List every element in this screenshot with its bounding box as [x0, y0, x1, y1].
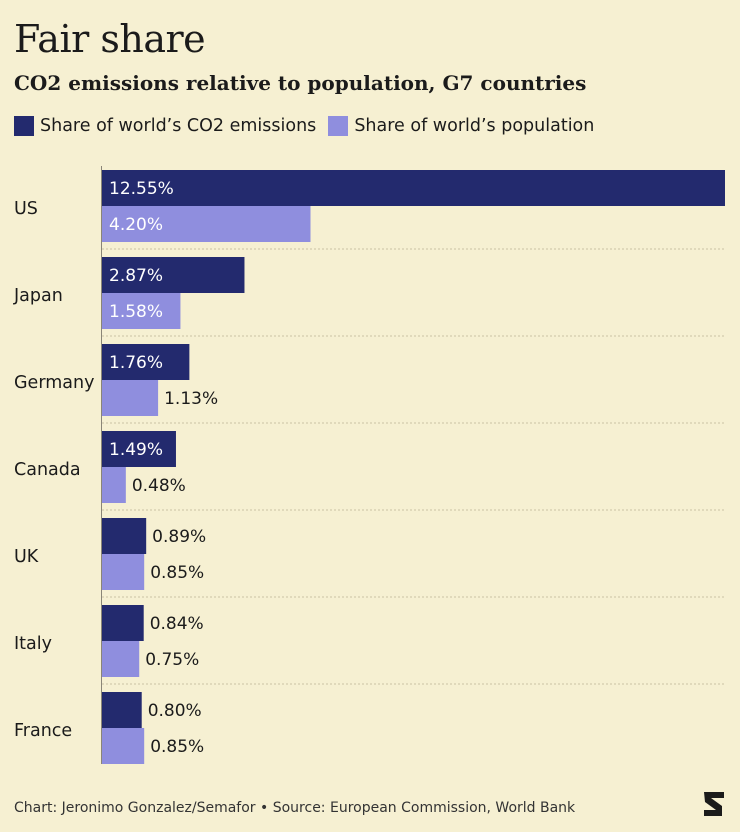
- category-label-germany: Germany: [14, 373, 94, 393]
- data-label-us-emissions: 12.55%: [109, 179, 174, 199]
- category-label-italy: Italy: [14, 634, 52, 654]
- legend-item-population: Share of world’s population: [328, 116, 594, 136]
- chart-footer: Chart: Jeronimo Gonzalez/Semafor • Sourc…: [14, 800, 576, 816]
- bar-italy-population: [102, 641, 140, 677]
- category-label-us: US: [14, 199, 38, 219]
- bar-uk-population: [102, 554, 145, 590]
- bar-germany-emissions: [102, 344, 190, 380]
- data-label-japan-emissions: 2.87%: [109, 266, 163, 286]
- bar-canada-emissions: [102, 431, 176, 467]
- category-label-japan: Japan: [13, 286, 63, 306]
- category-label-france: France: [14, 721, 72, 741]
- legend-item-emissions: Share of world’s CO2 emissions: [14, 116, 316, 136]
- bar-uk-emissions: [102, 518, 147, 554]
- data-label-canada-emissions: 1.49%: [109, 440, 163, 460]
- category-label-uk: UK: [14, 547, 39, 567]
- bar-france-emissions: [102, 692, 142, 728]
- bar-france-population: [102, 728, 145, 764]
- legend: Share of world’s CO2 emissions Share of …: [14, 116, 606, 136]
- bar-us-emissions: [102, 170, 725, 206]
- bar-us-population: [102, 206, 311, 242]
- bar-japan-emissions: [102, 257, 245, 293]
- legend-label-population: Share of world’s population: [354, 116, 595, 136]
- bar-canada-population: [102, 467, 126, 503]
- data-label-uk-population: 0.85%: [150, 563, 204, 583]
- data-label-italy-emissions: 0.84%: [150, 614, 204, 634]
- data-label-germany-emissions: 1.76%: [109, 353, 163, 373]
- data-label-france-population: 0.85%: [150, 737, 204, 757]
- category-label-canada: Canada: [14, 460, 81, 480]
- legend-label-emissions: Share of world’s CO2 emissions: [40, 116, 317, 136]
- data-label-us-population: 4.20%: [109, 215, 163, 235]
- data-label-italy-population: 0.75%: [145, 650, 199, 670]
- chart-subtitle: CO2 emissions relative to population, G7…: [14, 71, 587, 95]
- bar-japan-population: [102, 293, 181, 329]
- data-label-germany-population: 1.13%: [164, 389, 218, 409]
- bar-italy-emissions: [102, 605, 144, 641]
- data-label-canada-population: 0.48%: [132, 476, 186, 496]
- bar-chart: US 12.55% 4.20% Japan 2.87% 1.58% Germany 1.76%…: [13, 166, 725, 764]
- data-label-uk-emissions: 0.89%: [152, 527, 206, 547]
- semafor-logo-icon: [704, 792, 724, 816]
- legend-swatch-emissions: [14, 116, 34, 136]
- legend-swatch-population: [328, 116, 349, 136]
- bar-germany-population: [102, 380, 159, 416]
- data-label-france-emissions: 0.80%: [148, 701, 202, 721]
- data-label-japan-population: 1.58%: [109, 302, 163, 322]
- chart-title: Fair share: [14, 17, 206, 61]
